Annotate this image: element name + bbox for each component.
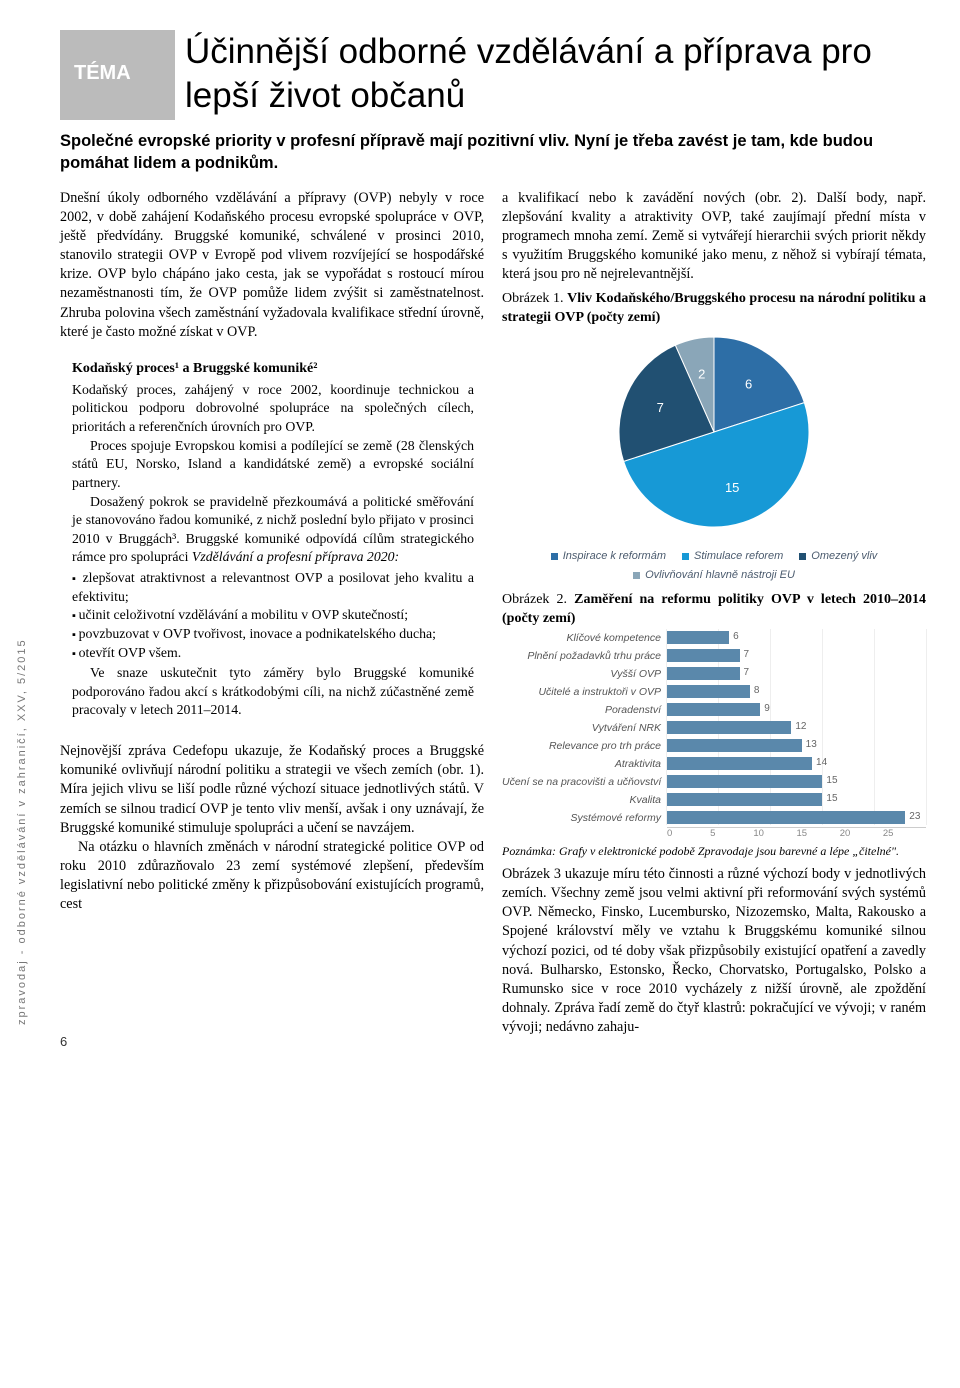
legend-item: Ovlivňování hlavně nástroji EU: [633, 568, 795, 583]
bar-chart: Klíčové kompetence6Plnění požadavků trhu…: [502, 629, 926, 841]
pie-chart: 6 15 7 2 Inspirace k reformám Stimulace refo…: [502, 332, 926, 583]
inset-p4: Ve snaze uskutečnit tyto záměry bylo Bru…: [72, 664, 474, 720]
inset-bullet-list: zlepšovat atraktivnost a relevantnost OV…: [72, 569, 474, 662]
svg-text:7: 7: [657, 400, 664, 415]
bar-row: Kvalita15: [502, 791, 926, 809]
svg-text:2: 2: [698, 367, 705, 382]
left-intro-para: Dnešní úkoly odborného vzdělávání a příp…: [60, 189, 484, 342]
bar-row: Klíčové kompetence6: [502, 629, 926, 647]
subtitle: Společné evropské priority v profesní př…: [60, 130, 926, 175]
bar-row: Relevance pro trh práce13: [502, 737, 926, 755]
right-column: a kvalifikací nebo k zavádění nových (ob…: [502, 189, 926, 1038]
sidebar-vertical-text: zpravodaj - odborné vzdělávání v zahrani…: [6, 427, 26, 1027]
right-p2: Obrázek 3 ukazuje míru této činnosti a r…: [502, 865, 926, 1038]
inset-p2: Proces spojuje Evropskou komisi a podíle…: [72, 437, 474, 493]
bar-row: Učitelé a instruktoři v OVP8: [502, 683, 926, 701]
legend-item: Inspirace k reformám: [551, 549, 666, 564]
bar-row: Atraktivita14: [502, 755, 926, 773]
left-p3: Na otázku o hlavních změnách v národní s…: [60, 838, 484, 915]
left-p2: Nejnovější zpráva Cedefopu ukazuje, že K…: [60, 742, 484, 838]
legend-item: Stimulace reforem: [682, 549, 783, 564]
bar-row: Systémové reformy23: [502, 809, 926, 827]
figure2-caption: Obrázek 2. Zaměření na reformu politiky …: [502, 591, 926, 629]
inset-li: učinit celoživotní vzdělávání a mobilitu…: [72, 606, 474, 625]
inset-p1: Kodaňský proces, zahájený v roce 2002, k…: [72, 381, 474, 437]
svg-text:6: 6: [745, 377, 752, 392]
header-block: TÉMA Účinnější odborné vzdělávání a příp…: [60, 30, 926, 120]
legend-item: Omezený vliv: [799, 549, 877, 564]
inset-li: otevřít OVP všem.: [72, 644, 474, 663]
figure1-caption: Obrázek 1. Vliv Kodaňského/Bruggského pr…: [502, 290, 926, 328]
bar-row: Učení se na pracovišti a učňovství15: [502, 773, 926, 791]
right-p1: a kvalifikací nebo k zavádění nových (ob…: [502, 189, 926, 285]
topic-badge: TÉMA: [60, 30, 175, 120]
left-column: Dnešní úkoly odborného vzdělávání a příp…: [60, 189, 484, 1038]
bar-row: Poradenství9: [502, 701, 926, 719]
page-title: Účinnější odborné vzdělávání a příprava …: [185, 30, 925, 118]
bar-row: Plnění požadavků trhu práce7: [502, 647, 926, 665]
page-number: 6: [60, 1034, 67, 1049]
figure-note: Poznámka: Grafy v elektronické podobě Zp…: [502, 843, 926, 859]
inset-heading: Kodaňský proces¹ a Bruggské komuniké²: [72, 360, 474, 379]
bar-row: Vyšší OVP7: [502, 665, 926, 683]
svg-text:15: 15: [725, 480, 739, 495]
bar-row: Vytváření NRK12: [502, 719, 926, 737]
inset-box: Kodaňský proces¹ a Bruggské komuniké² Ko…: [54, 350, 484, 730]
inset-li: zlepšovat atraktivnost a relevantnost OV…: [72, 569, 474, 606]
pie-legend: Inspirace k reformám Stimulace reforem Ome…: [502, 549, 926, 583]
inset-li: povzbuzovat v OVP tvořivost, inovace a p…: [72, 625, 474, 644]
inset-p3: Dosažený pokrok se pravidelně přezkoumáv…: [72, 493, 474, 568]
